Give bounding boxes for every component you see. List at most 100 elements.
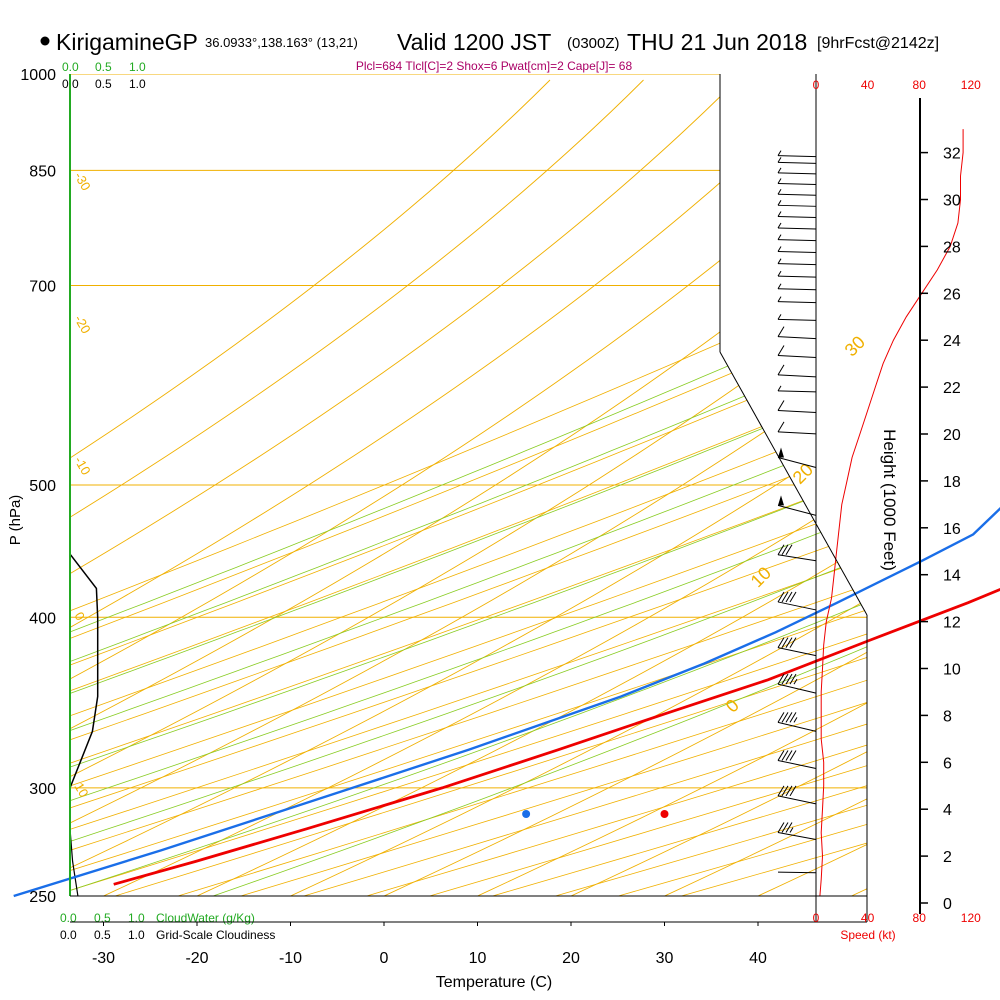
dry-adiabat-line [70,383,867,692]
height-tick-9: 18 [943,474,961,491]
wind-barb-full [781,637,789,648]
isotherm-line [70,79,831,628]
wind-barb-full [781,712,789,723]
wind-barb-staff [777,288,817,291]
wind-barb-9 [777,495,817,516]
wind-barb-staff [777,263,817,266]
wind-barb-30 [777,157,817,164]
wind-barb-full [789,712,797,723]
stability-indices: Plcl=684 Tlcl[C]=2 Shox=6 Pwat[cm]=2 Cap… [356,59,633,73]
speed-tick-bottom-3: 120 [961,911,981,925]
valid-time: Valid 1200 JST [397,29,551,55]
height-tick-10: 20 [943,427,961,444]
height-axis-title: Height (1000 Feet) [880,429,899,571]
wind-barb-7 [777,591,817,611]
wind-barb-20 [777,270,817,278]
wind-barb-3 [777,750,817,769]
wind-barb-staff [777,410,817,414]
wind-barb-full [781,591,789,603]
wind-barb-staff [777,227,817,230]
dry-adiabat-line [70,532,867,809]
wind-barb-staff [777,251,817,254]
wind-barb-half [777,222,782,229]
pressure-tick-1: 300 [29,781,56,798]
speed-tick-top-0: 0 [813,78,820,92]
pressure-tick-2: 400 [29,610,56,627]
wind-barb-staff [777,193,817,196]
moist-adiabat-line [70,344,867,662]
cloudiness-label: Grid-Scale Cloudiness [156,928,275,942]
background-grid [70,74,867,896]
isotherm-line [70,79,644,518]
wind-speed-line [819,129,964,897]
wind-barb-full [777,591,785,603]
wind-barb-half [777,189,782,195]
isotherm-line [70,360,867,824]
speed-axis-title: Speed (kt) [840,928,895,942]
wind-barb-full [785,750,793,761]
wind-barb-18 [777,296,817,304]
wind-barb-full [789,750,797,761]
wind-barb-full [777,712,785,723]
temp-tick-2: -10 [279,950,302,967]
wind-barb-full [777,673,785,685]
zulu-time: (0300Z) [567,35,620,52]
wind-barb-staff [777,275,817,278]
wind-barb-full [785,637,793,648]
wind-barb-staff [777,504,817,516]
wind-barb-staff [777,239,817,242]
wind-barb-half [777,157,782,163]
forecast-info: [9hrFcst@2142z] [817,35,939,52]
wind-barb-full [777,822,785,833]
wind-barb-0 [777,871,817,874]
dry-adiabat-line [70,584,867,851]
wind-barb-half [777,385,782,392]
wind-barb-full [777,345,785,356]
dry-adiabat-line [428,765,867,896]
wind-barb-half [777,167,782,174]
isotherm-line [70,425,867,869]
pressure-tick-0: 250 [29,889,56,906]
speed-tick-top-2: 80 [913,78,927,92]
wind-barb-full [785,785,793,797]
isotherm-line [70,216,867,730]
temp-tick-5: 20 [562,950,580,967]
wind-barb-31 [777,150,817,158]
wind-barb-full [777,400,785,411]
speed-tick-top-3: 120 [961,78,981,92]
wind-barb-half [793,717,798,723]
moist-adiabat-line [70,475,867,768]
dry-adiabat-line [70,558,867,830]
speed-tick-bottom-2: 80 [913,911,927,925]
height-tick-3: 6 [943,755,952,772]
cloud-scale-bottom-black-2: 1.0 [128,928,145,942]
pressure-tick-4: 700 [29,278,56,295]
wind-barb-staff [777,795,817,805]
isotherm-label-0: 10 [71,780,91,800]
wind-barb-full [785,544,793,556]
dry-adiabat-line [491,785,867,896]
wind-barb-12 [777,400,817,414]
cloud-scale-top-green-1: 0.5 [95,60,112,74]
wind-barb-staff [777,204,817,207]
moist-adiabat-line [70,431,867,731]
isotherm-label-2: -10 [71,454,93,478]
wind-barb-14 [777,364,817,378]
wind-barb-15 [777,345,817,358]
wind-barb-full [781,750,789,761]
wind-barb-half [789,827,794,833]
speed-tick-top-1: 40 [861,78,875,92]
wind-barb-6 [777,637,817,657]
wind-barb-23 [777,234,817,242]
temp-tick-6: 30 [656,950,674,967]
cloud-scale-bottom-green-0: 0.0 [60,911,77,925]
station-marker-icon [40,36,50,46]
wind-barb-full [785,822,793,833]
isotherm-line [477,702,867,896]
wind-barb-21 [777,258,817,266]
wind-panel-diagonal [719,351,868,616]
wind-barb-full [777,421,785,433]
speed-tick-bottom-1: 40 [861,911,875,925]
